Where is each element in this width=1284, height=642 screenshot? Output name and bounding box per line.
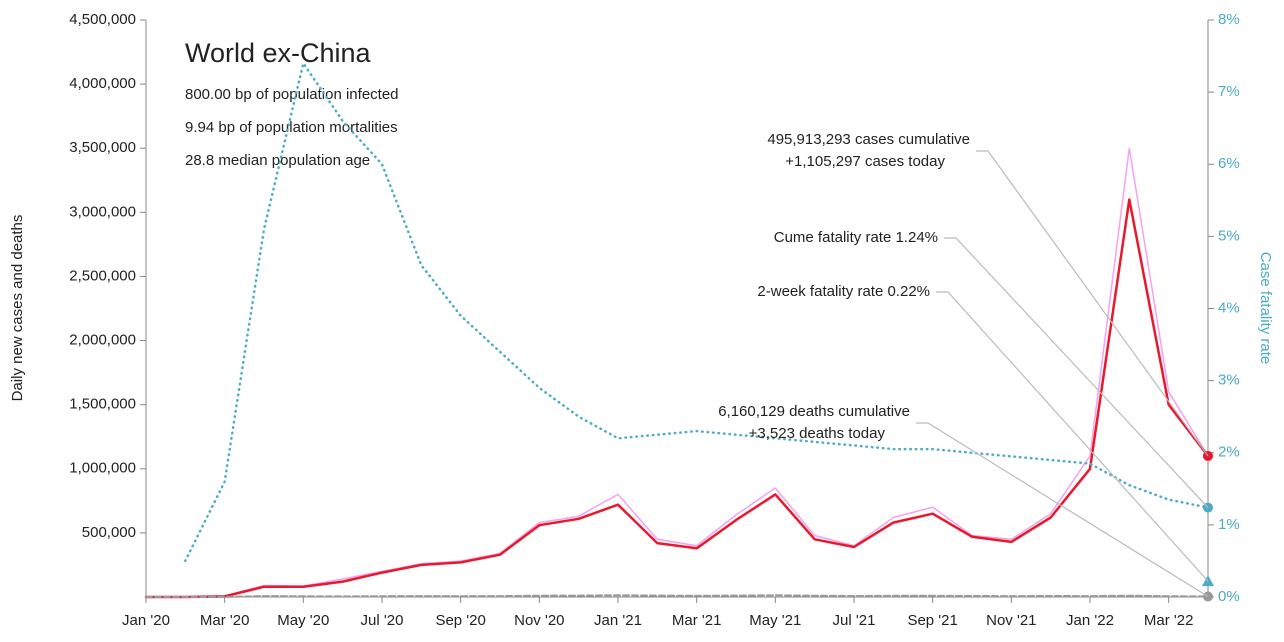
y2-tick-label: 1% [1218,516,1240,533]
leader-line [944,237,1209,508]
annotation: 495,913,293 cases cumulative [767,131,970,148]
y2-tick-label: 5% [1218,227,1240,244]
y-tick-label: 3,500,000 [69,139,136,156]
x-tick-label: Mar '20 [200,612,250,629]
x-tick-label: Sep '20 [435,612,485,629]
series-line [184,62,1210,563]
subtitle: 9.94 bp of population mortalities [185,119,398,136]
annotation: 6,160,129 deaths cumulative [718,403,910,420]
annotation: 2-week fatality rate 0.22% [757,283,930,300]
y-tick-label: 1,000,000 [69,460,136,477]
x-tick-label: Nov '21 [986,612,1036,629]
leader-line [916,422,1209,598]
series-line [145,147,1209,598]
annotation: +3,523 deaths today [749,425,886,442]
x-tick-label: Mar '22 [1144,612,1194,629]
y2-tick-label: 2% [1218,444,1240,461]
subtitle: 28.8 median population age [185,152,370,169]
y2-tick-label: 3% [1218,372,1240,389]
y2-axis-label: Case fatality rate [1257,252,1274,365]
y2-tick-label: 4% [1218,299,1240,316]
x-tick-label: Jan '22 [1066,612,1114,629]
leader-line [936,291,1209,582]
x-tick-label: Sep '21 [907,612,957,629]
x-tick-label: Jul '21 [833,612,876,629]
y-tick-label: 2,000,000 [69,332,136,349]
x-tick-label: Jan '20 [122,612,170,629]
y2-tick-label: 6% [1218,155,1240,172]
chart-title: World ex-China [185,38,372,68]
y-tick-label: 4,500,000 [69,11,136,28]
y2-tick-label: 7% [1218,83,1240,100]
y-tick-label: 1,500,000 [69,396,136,413]
x-tick-label: May '21 [749,612,801,629]
x-tick-label: Jul '20 [361,612,404,629]
y2-tick-label: 0% [1218,588,1240,605]
annotation: Cume fatality rate 1.24% [774,229,938,246]
y-axis-label: Daily new cases and deaths [9,215,26,402]
x-tick-label: Mar '21 [672,612,722,629]
annotation: +1,105,297 cases today [785,153,945,170]
series-line [144,198,1210,599]
y2-tick-label: 8% [1218,11,1240,28]
x-tick-label: Jan '21 [594,612,642,629]
y-tick-label: 4,000,000 [69,75,136,92]
y-tick-label: 3,000,000 [69,203,136,220]
subtitle: 800.00 bp of population infected [185,86,399,103]
leader-line [976,150,1209,457]
y-tick-label: 2,500,000 [69,267,136,284]
y-tick-label: 500,000 [82,524,136,541]
x-tick-label: May '20 [277,612,329,629]
x-tick-label: Nov '20 [514,612,564,629]
series-line [145,594,1209,598]
